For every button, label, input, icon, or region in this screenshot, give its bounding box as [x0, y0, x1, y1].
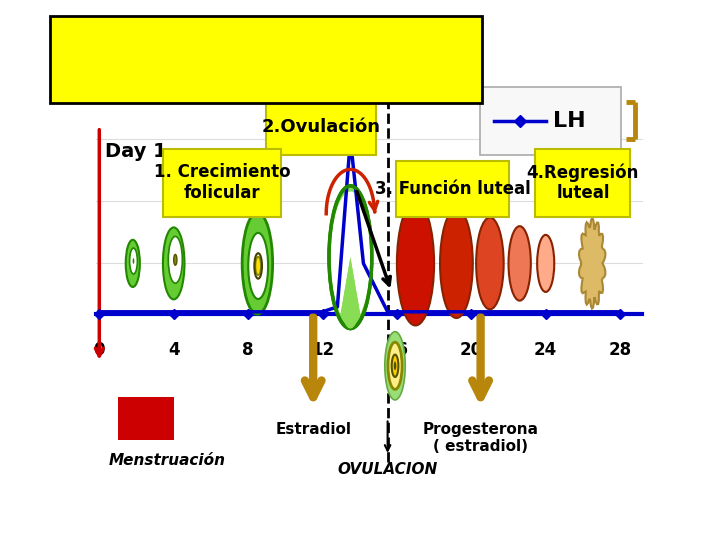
Circle shape — [168, 237, 182, 283]
Wedge shape — [341, 257, 360, 323]
Text: Estradiol: Estradiol — [275, 422, 351, 437]
Circle shape — [242, 213, 273, 314]
Text: 12: 12 — [311, 341, 334, 359]
FancyBboxPatch shape — [266, 99, 376, 155]
Circle shape — [130, 248, 138, 274]
Wedge shape — [330, 192, 370, 314]
Circle shape — [392, 355, 398, 377]
Text: Progesterona
( estradiol): Progesterona ( estradiol) — [423, 422, 539, 454]
Text: 4: 4 — [168, 341, 179, 359]
Circle shape — [256, 257, 261, 275]
Circle shape — [397, 201, 434, 326]
Text: Day 1: Day 1 — [105, 142, 166, 161]
Circle shape — [126, 240, 140, 287]
Text: 2.Ovulación: 2.Ovulación — [261, 118, 380, 136]
Text: 0: 0 — [94, 341, 105, 359]
Circle shape — [537, 235, 554, 292]
Polygon shape — [579, 218, 606, 308]
FancyBboxPatch shape — [536, 148, 630, 217]
Circle shape — [508, 226, 531, 301]
Text: OVULACION: OVULACION — [338, 462, 438, 477]
Circle shape — [132, 258, 135, 264]
Bar — [118, 397, 174, 440]
Circle shape — [248, 233, 268, 299]
Text: 20: 20 — [460, 341, 483, 359]
Text: LH: LH — [553, 111, 586, 131]
Text: 4.Regresión
luteal: 4.Regresión luteal — [527, 163, 639, 202]
Text: 1. Crecimiento
folicular: 1. Crecimiento folicular — [154, 163, 290, 202]
Wedge shape — [345, 293, 356, 328]
Circle shape — [163, 227, 184, 299]
Circle shape — [388, 342, 402, 389]
FancyBboxPatch shape — [396, 161, 510, 217]
FancyBboxPatch shape — [163, 148, 281, 217]
Text: 24: 24 — [534, 341, 557, 359]
FancyBboxPatch shape — [480, 86, 621, 155]
Circle shape — [440, 209, 473, 318]
Text: 16: 16 — [385, 341, 408, 359]
Text: 28: 28 — [608, 341, 631, 359]
Text: 3. Función luteal: 3. Función luteal — [375, 180, 531, 198]
Text: Ciclo ovárico: Ciclo ovárico — [127, 38, 406, 76]
Circle shape — [329, 186, 372, 328]
Text: 8: 8 — [243, 341, 254, 359]
Circle shape — [476, 218, 504, 309]
Circle shape — [384, 332, 405, 400]
Circle shape — [174, 254, 177, 265]
Text: Menstruación: Menstruación — [109, 453, 225, 468]
Circle shape — [394, 361, 396, 370]
